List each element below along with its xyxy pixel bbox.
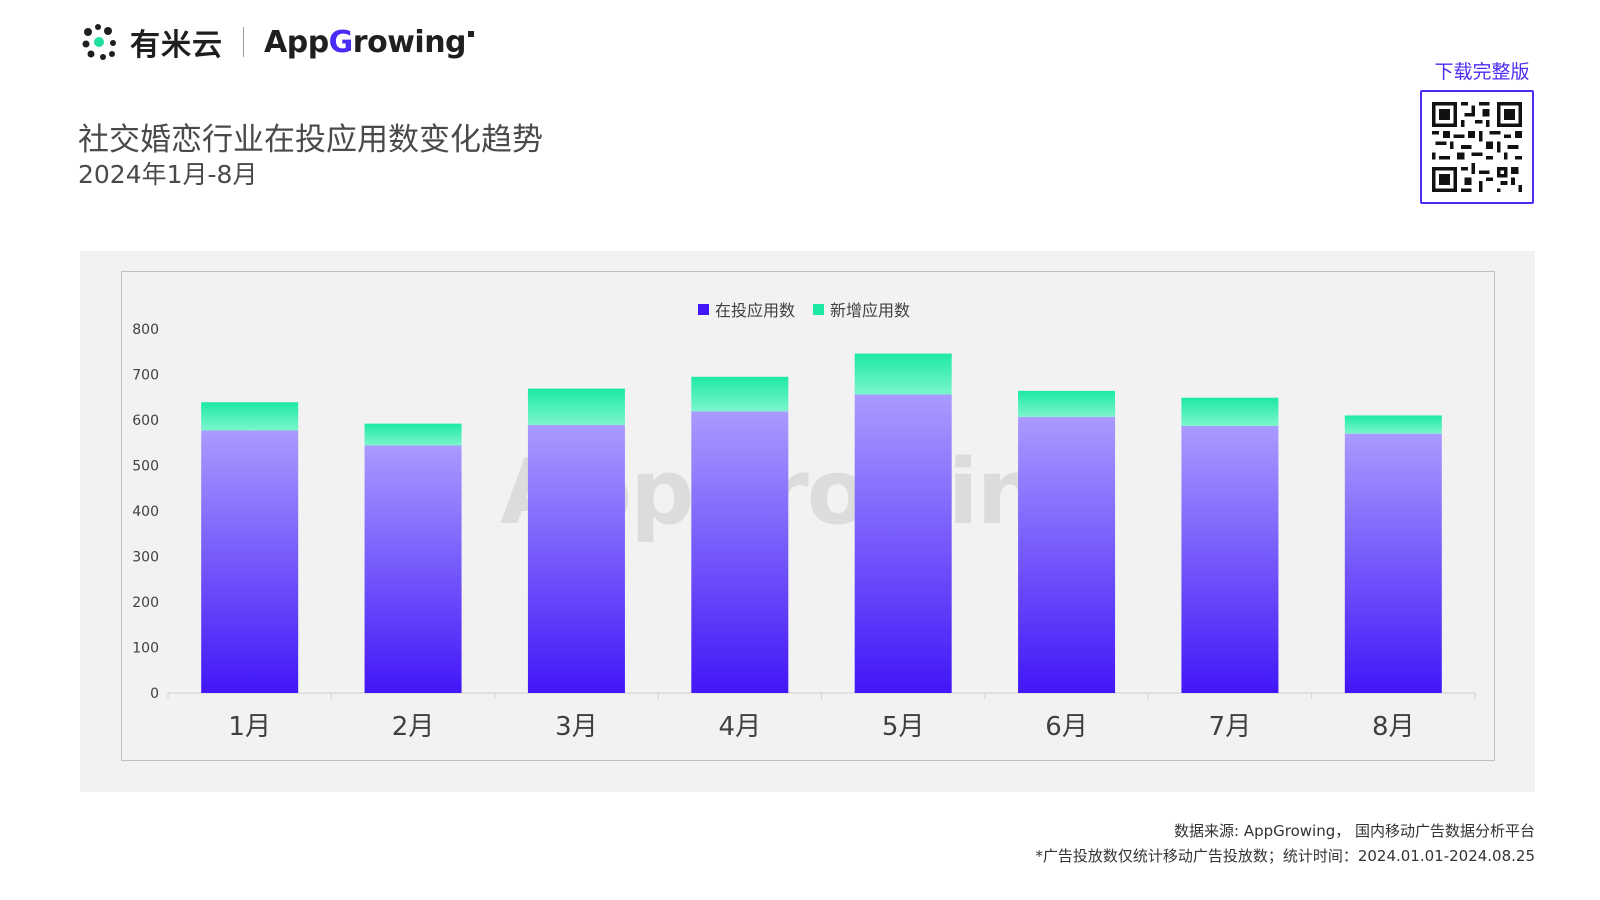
page-title: 社交婚恋行业在投应用数变化趋势: [78, 122, 543, 158]
brand-logo-bar: 有米云 AppGrowing: [80, 22, 475, 63]
bar-series-1: [691, 411, 789, 693]
bar-series-2: [1018, 390, 1116, 417]
bar-series-2: [1344, 415, 1442, 434]
qr-code[interactable]: [1420, 90, 1534, 204]
appgrowing-logo: AppGrowing: [264, 24, 475, 60]
page-subtitle: 2024年1月-8月: [78, 160, 258, 189]
y-tick-label: 0: [150, 686, 159, 702]
bar-series-2: [1181, 397, 1279, 426]
legend-item-series-1[interactable]: 在投应用数: [698, 297, 795, 321]
y-tick-label: 600: [132, 413, 159, 429]
x-tick-label: 2月: [392, 712, 435, 742]
y-tick-label: 700: [132, 368, 159, 384]
y-tick-label: 300: [132, 550, 159, 566]
bar-series-2: [691, 376, 789, 412]
appgrowing-logo-g: G: [328, 24, 354, 60]
qr-code-icon: [1432, 102, 1522, 192]
y-tick-label: 500: [132, 459, 159, 475]
appgrowing-logo-suffix: rowing: [352, 24, 467, 60]
bar-series-1: [854, 394, 952, 693]
x-tick-label: 8月: [1372, 712, 1415, 742]
bar-series-2: [201, 402, 299, 431]
appgrowing-logo-prefix: App: [264, 24, 329, 60]
bar-series-2: [854, 353, 952, 395]
data-source-note: 数据来源: AppGrowing， 国内移动广告数据分析平台: [1174, 822, 1535, 840]
chart-legend: 在投应用数 新增应用数: [698, 297, 928, 321]
y-tick-label: 400: [132, 504, 159, 520]
logo-divider: [243, 27, 244, 57]
bar-series-1: [1344, 433, 1442, 693]
y-tick-label: 800: [132, 322, 159, 338]
brand-cn-text: 有米云: [130, 28, 223, 63]
legend-item-series-2[interactable]: 新增应用数: [813, 297, 910, 321]
youmi-logo-icon: [82, 24, 116, 60]
x-tick-label: 7月: [1209, 712, 1252, 742]
y-tick-label: 100: [132, 641, 159, 657]
bar-series-1: [201, 430, 299, 693]
x-tick-label: 1月: [228, 712, 271, 742]
bar-series-2: [527, 388, 625, 426]
bar-series-2: [364, 423, 462, 446]
download-full-version-link[interactable]: 下载完整版: [1434, 61, 1530, 83]
bar-series-1: [364, 445, 462, 693]
x-tick-label: 5月: [882, 712, 925, 742]
y-tick-label: 200: [132, 595, 159, 611]
bar-series-1: [1018, 416, 1116, 693]
bar-series-1: [527, 425, 625, 693]
x-tick-label: 4月: [719, 712, 762, 742]
legend-label-series-1: 在投应用数: [715, 301, 796, 320]
legend-label-series-2: 新增应用数: [830, 301, 911, 320]
appgrowing-logo-dot: [468, 30, 475, 37]
x-tick-label: 3月: [555, 712, 598, 742]
x-tick-label: 6月: [1045, 712, 1088, 742]
bar-series-1: [1181, 425, 1279, 693]
statistics-period-note: *广告投放数仅统计移动广告投放数；统计时间：2024.01.01-2024.08…: [1035, 847, 1535, 865]
legend-swatch-series-2: [813, 303, 825, 315]
legend-swatch-series-1: [698, 303, 709, 315]
